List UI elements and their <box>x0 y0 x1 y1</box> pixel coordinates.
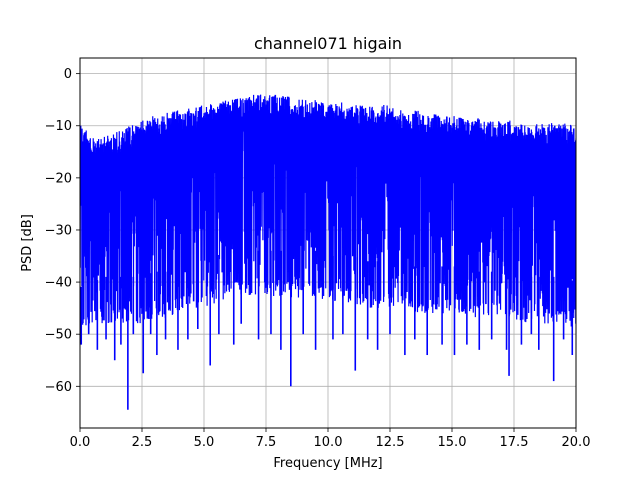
x-tick-label: 0.0 <box>70 435 91 450</box>
x-tick-label: 10.0 <box>314 435 343 450</box>
y-tick-label: −10 <box>45 119 72 134</box>
y-tick-label: 0 <box>64 67 72 82</box>
y-tick-label: −20 <box>45 171 72 186</box>
x-axis-label: Frequency [MHz] <box>273 456 382 471</box>
x-tick-label: 20.0 <box>562 435 591 450</box>
y-tick-label: −40 <box>45 276 72 291</box>
chart-title: channel071 higain <box>254 34 402 53</box>
y-tick-label: −50 <box>45 328 72 343</box>
x-tick-label: 17.5 <box>500 435 529 450</box>
x-tick-label: 5.0 <box>194 435 215 450</box>
y-tick-label: −60 <box>45 380 72 395</box>
series-layer <box>80 94 576 410</box>
y-tick-label: −30 <box>45 223 72 238</box>
x-tick-label: 7.5 <box>256 435 277 450</box>
x-tick-label: 2.5 <box>132 435 153 450</box>
psd-trace <box>80 94 576 327</box>
y-axis-label: PSD [dB] <box>20 214 35 272</box>
x-axis-ticks: 0.0 2.5 5.0 7.5 10.0 12.5 15.0 17.5 20.0 <box>70 428 591 450</box>
x-tick-label: 15.0 <box>438 435 467 450</box>
x-tick-label: 12.5 <box>376 435 405 450</box>
y-axis-ticks: 0 −10 −20 −30 −40 −50 −60 <box>45 67 80 395</box>
